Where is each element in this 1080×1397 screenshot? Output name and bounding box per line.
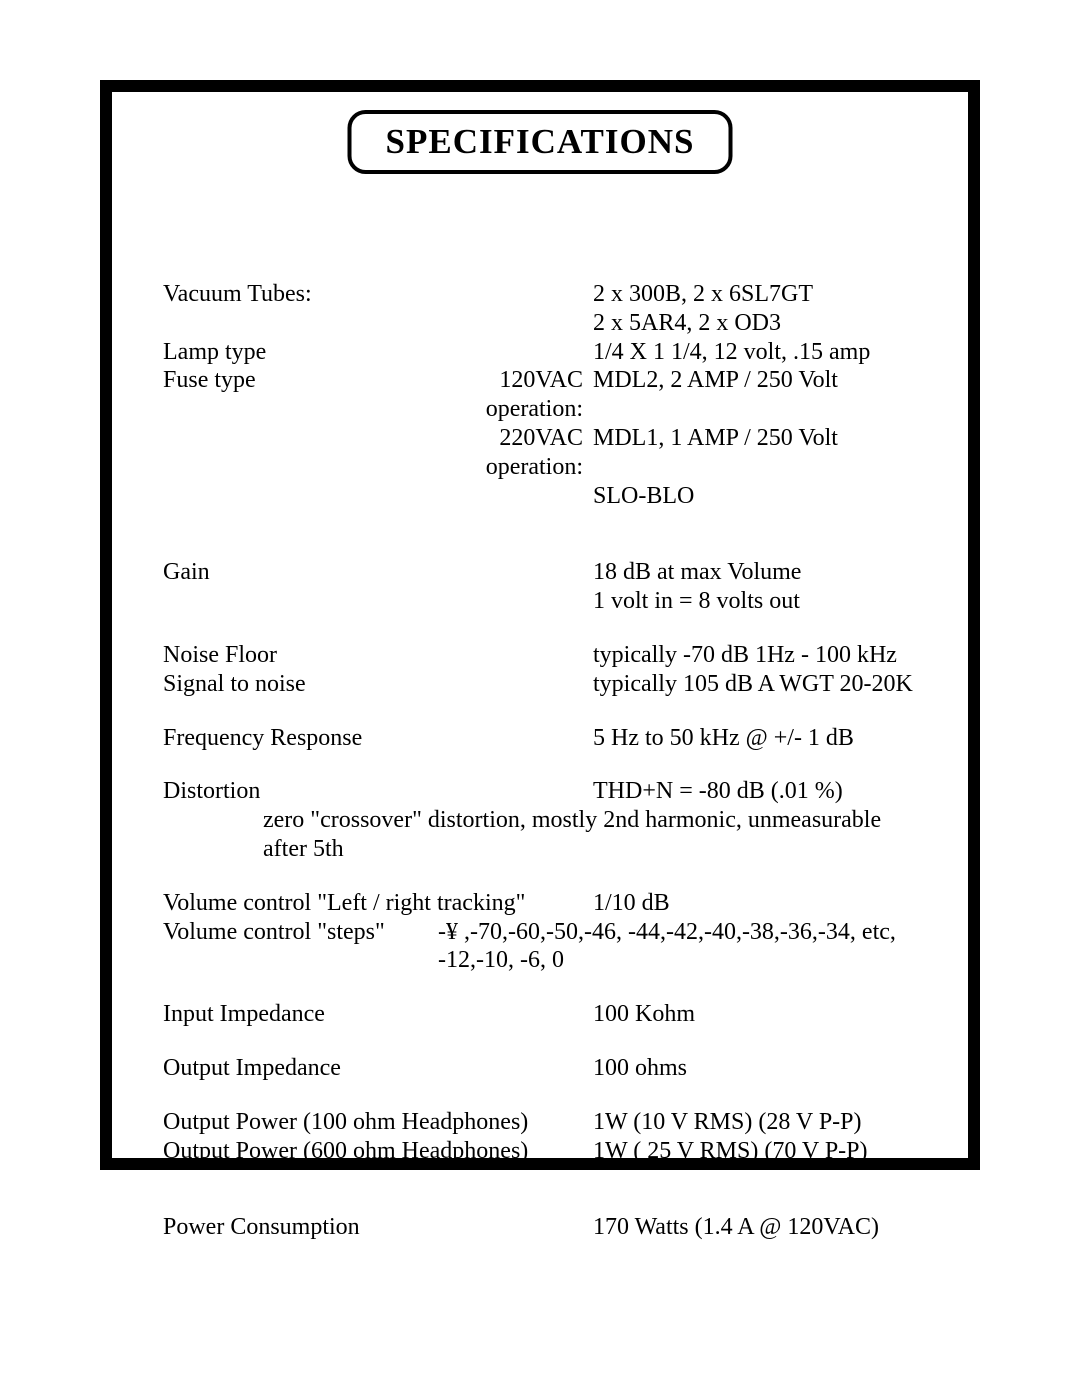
row-vacuum-tubes-2: 2 x 5AR4, 2 x OD3 xyxy=(163,309,923,338)
label-snr: Signal to noise xyxy=(163,670,423,699)
row-distortion-note: zero "crossover" distortion, mostly 2nd … xyxy=(163,806,923,864)
value-pwr-cons: 170 Watts (1.4 A @ 120VAC) xyxy=(593,1213,923,1242)
label-distortion: Distortion xyxy=(163,777,423,806)
row-distortion: Distortion THD+N = -80 dB (.01 %) xyxy=(163,777,923,806)
value-gain-2: 1 volt in = 8 volts out xyxy=(593,587,923,616)
value-distortion: THD+N = -80 dB (.01 %) xyxy=(593,777,923,806)
label-out-imp: Output Impedance xyxy=(163,1054,423,1083)
row-out-imp: Output Impedance 100 ohms xyxy=(163,1054,923,1083)
value-snr: typically 105 dB A WGT 20-20K xyxy=(593,670,923,699)
row-out-pwr-600: Output Power (600 ohm Headphones) 1W ( 2… xyxy=(163,1137,923,1166)
row-vacuum-tubes: Vacuum Tubes: 2 x 300B, 2 x 6SL7GT xyxy=(163,280,923,309)
row-snr: Signal to noise typically 105 dB A WGT 2… xyxy=(163,670,923,699)
label-fuse-type: Fuse type xyxy=(163,366,423,395)
row-fuse-type-2: 220VAC operation: MDL1, 1 AMP / 250 Volt xyxy=(163,424,923,482)
value-vacuum-tubes-2: 2 x 5AR4, 2 x OD3 xyxy=(593,309,923,338)
value-gain-1: 18 dB at max Volume xyxy=(593,558,923,587)
value-vacuum-tubes-1: 2 x 300B, 2 x 6SL7GT xyxy=(593,280,923,309)
row-noise-floor: Noise Floor typically -70 dB 1Hz - 100 k… xyxy=(163,641,923,670)
row-freq-resp: Frequency Response 5 Hz to 50 kHz @ +/- … xyxy=(163,724,923,753)
distortion-note: zero "crossover" distortion, mostly 2nd … xyxy=(263,806,923,864)
value-fuse-220: MDL1, 1 AMP / 250 Volt xyxy=(593,424,923,453)
label-gain: Gain xyxy=(163,558,423,587)
label-lamp-type: Lamp type xyxy=(163,338,423,367)
row-vol-tracking: Volume control "Left / right tracking" 1… xyxy=(163,889,923,918)
value-vol-steps: -¥ ,-70,-60,-50,-46, -44,-42,-40,-38,-36… xyxy=(393,918,923,976)
title-box: SPECIFICATIONS xyxy=(348,110,733,174)
value-in-imp: 100 Kohm xyxy=(593,1000,923,1029)
row-fuse-type-1: Fuse type 120VAC operation: MDL2, 2 AMP … xyxy=(163,366,923,424)
row-fuse-type-3: SLO-BLO xyxy=(163,482,923,511)
label-vol-steps: Volume control "steps" xyxy=(163,918,393,947)
label-noise-floor: Noise Floor xyxy=(163,641,423,670)
label-out-pwr-600: Output Power (600 ohm Headphones) xyxy=(163,1137,593,1166)
value-fuse-sloblo: SLO-BLO xyxy=(593,482,923,511)
value-freq-resp: 5 Hz to 50 kHz @ +/- 1 dB xyxy=(593,724,923,753)
row-vol-steps: Volume control "steps" -¥ ,-70,-60,-50,-… xyxy=(163,918,923,976)
row-in-imp: Input Impedance 100 Kohm xyxy=(163,1000,923,1029)
mid-fuse-220: 220VAC operation: xyxy=(423,424,593,482)
row-lamp-type: Lamp type 1/4 X 1 1/4, 12 volt, .15 amp xyxy=(163,338,923,367)
row-gain-2: 1 volt in = 8 volts out xyxy=(163,587,923,616)
row-gain: Gain 18 dB at max Volume xyxy=(163,558,923,587)
value-out-pwr-600: 1W ( 25 V RMS) (70 V P-P) xyxy=(593,1137,923,1166)
label-in-imp: Input Impedance xyxy=(163,1000,423,1029)
label-pwr-cons: Power Consumption xyxy=(163,1213,423,1242)
row-pwr-cons: Power Consumption 170 Watts (1.4 A @ 120… xyxy=(163,1213,923,1242)
label-out-pwr-100: Output Power (100 ohm Headphones) xyxy=(163,1108,593,1137)
row-out-pwr-100: Output Power (100 ohm Headphones) 1W (10… xyxy=(163,1108,923,1137)
mid-fuse-120: 120VAC operation: xyxy=(423,366,593,424)
value-noise-floor: typically -70 dB 1Hz - 100 kHz xyxy=(593,641,923,670)
page-title: SPECIFICATIONS xyxy=(386,122,695,161)
label-freq-resp: Frequency Response xyxy=(163,724,423,753)
value-out-pwr-100: 1W (10 V RMS) (28 V P-P) xyxy=(593,1108,923,1137)
value-out-imp: 100 ohms xyxy=(593,1054,923,1083)
value-fuse-120: MDL2, 2 AMP / 250 Volt xyxy=(593,366,923,395)
label-vol-tracking: Volume control "Left / right tracking" xyxy=(163,889,593,918)
spec-content: Vacuum Tubes: 2 x 300B, 2 x 6SL7GT 2 x 5… xyxy=(163,280,923,1242)
label-vacuum-tubes: Vacuum Tubes: xyxy=(163,280,423,309)
value-lamp-type: 1/4 X 1 1/4, 12 volt, .15 amp xyxy=(593,338,923,367)
value-vol-tracking: 1/10 dB xyxy=(593,889,923,918)
